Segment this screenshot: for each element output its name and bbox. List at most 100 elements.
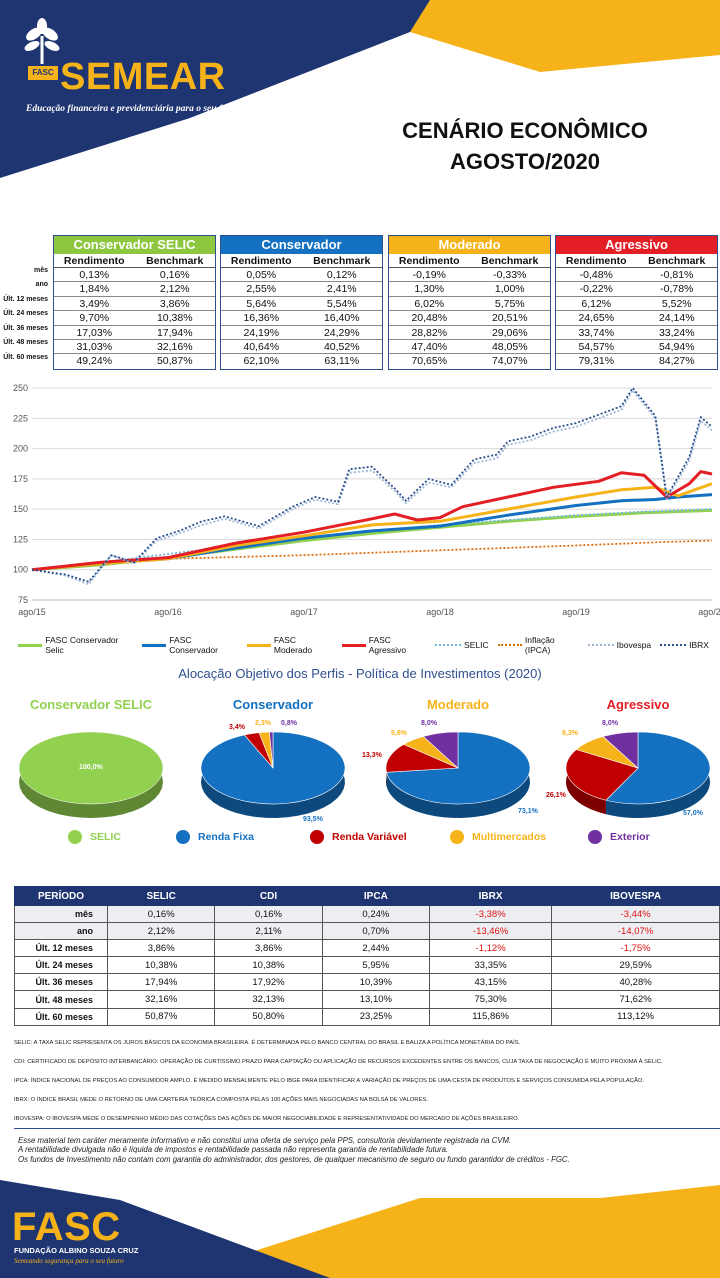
x-tick-label: ago/19 (562, 607, 590, 617)
profile-column-header: Benchmark (313, 255, 371, 267)
legend-swatch (435, 644, 462, 646)
profile-value: 17,03% (76, 326, 113, 339)
profile-table-row: 70,65% 74,07% (389, 354, 550, 368)
profile-table-row: 5,64% 5,54% (221, 297, 382, 312)
profile-value: 24,65% (578, 312, 615, 325)
disclaimer-line: Os fundos de Investimento não contam com… (18, 1154, 570, 1164)
table-cell: 71,62% (551, 990, 720, 1009)
pie-slice-label: 26,1% (546, 792, 566, 799)
profile-value: 54,94% (658, 340, 695, 353)
legend-item: Ibovespa (587, 640, 652, 650)
pie-legend-dot (450, 830, 464, 844)
profile-value: 54,57% (578, 340, 615, 353)
profile-value: 84,27% (658, 355, 695, 368)
table-cell: 10,38% (106, 956, 216, 975)
table-row-label: Últ. 24 meses (14, 956, 108, 975)
table-cell: 5,95% (321, 956, 431, 975)
glossary-note: SELIC: A taxa Selic representa os juros … (14, 1040, 521, 1046)
table-cell: 10,38% (214, 956, 323, 975)
pie-slice-label: 5,6% (391, 730, 407, 737)
pie-slice-label: 100,0% (79, 764, 103, 771)
profile-value: 0,13% (79, 269, 110, 281)
pie-legend-item: Renda Fixa (176, 830, 254, 844)
pie-legend-dot (176, 830, 190, 844)
table-cell: 17,94% (106, 973, 216, 992)
glossary-note: CDI: Certificado de Depósito Interbancár… (14, 1058, 663, 1065)
pie-legend-label: SELIC (90, 831, 121, 843)
profile-table-row: 54,57% 54,94% (556, 340, 717, 355)
profile-value: 40,52% (323, 340, 360, 353)
pie-slice-side (566, 749, 606, 815)
brand-tagline: Educação financeira e previdenciária par… (26, 104, 244, 114)
profile-table-row: 6,02% 5,75% (389, 297, 550, 312)
table-cell: 75,30% (429, 990, 553, 1009)
legend-item: SELIC (435, 640, 489, 650)
legend-swatch (497, 644, 522, 646)
profile-value: 2,41% (326, 283, 357, 296)
table-cell: 3,86% (106, 939, 216, 958)
legend-swatch (341, 643, 366, 647)
profile-column-header: Benchmark (481, 255, 539, 267)
profile-table-row: 24,19% 24,29% (221, 326, 382, 340)
pie-legend-item: Exterior (588, 830, 650, 844)
table-cell: 0,70% (321, 922, 431, 941)
legend-label: FASC Agressivo (368, 635, 407, 655)
profile-value: 47,40% (411, 340, 448, 353)
glossary-notes: SELIC: A taxa Selic representa os juros … (14, 1040, 714, 1135)
pie-legend-item: SELIC (68, 830, 121, 844)
y-tick-label: 100 (13, 565, 28, 575)
pie-slice-label: 73,1% (518, 808, 538, 815)
table-column-header: SELIC (106, 886, 216, 906)
profile-value: -0,81% (660, 269, 694, 281)
pie-slice-label: 8,0% (602, 720, 618, 727)
table-row: Últ. 36 meses 17,94% 17,92% 10,39% 43,15% 40,… (14, 973, 720, 992)
table-row-label: Últ. 36 meses (14, 973, 108, 992)
table-cell: 29,59% (551, 956, 720, 975)
pie-slice (565, 749, 639, 801)
glossary-note: IBRX: O índice Brasil mede o retorno de … (14, 1096, 428, 1103)
pie-chart (200, 731, 346, 818)
table-row-label: Últ. 60 meses (14, 1007, 108, 1026)
y-tick-label: 175 (13, 474, 28, 484)
profile-table-row: 0,05% 0,12% (221, 268, 382, 283)
table-cell: 113,12% (551, 1007, 720, 1026)
profile-value: 5,54% (326, 297, 357, 310)
profile-value: 1,00% (494, 283, 525, 296)
profile-value: 40,64% (243, 340, 280, 353)
legend-label: IBRX (689, 640, 709, 650)
profile-value: 1,30% (414, 283, 445, 296)
table-row: mês 0,16% 0,16% 0,24% -3,38% -3,44% (14, 904, 720, 924)
pie-legend-item: Renda Variável (310, 830, 407, 844)
pie-slice-label: 8,0% (421, 720, 437, 727)
legend-swatch (18, 643, 43, 647)
profile-column-header: Rendimento (230, 255, 292, 267)
profile-table-title: Moderado (389, 236, 550, 254)
profile-value: 10,38% (156, 312, 193, 325)
profile-table-row: 24,65% 24,14% (556, 311, 717, 326)
profile-value: 20,48% (411, 312, 448, 325)
profile-value: 9,70% (79, 312, 110, 325)
pie-slice-label: 13,3% (362, 752, 382, 759)
footer-brand: FASC (12, 1205, 121, 1249)
table-cell: 0,24% (321, 904, 431, 924)
pie-slice-label: 57,0% (683, 810, 703, 817)
profile-value: 28,82% (411, 326, 448, 339)
page-subtitle: AGOSTO/2020 (450, 149, 600, 174)
legend-label: Ibovespa (616, 640, 652, 650)
table-column-header: IPCA (321, 886, 431, 906)
pie-title: Moderado (426, 697, 490, 712)
series-line (31, 470, 713, 572)
profile-table-title: Agressivo (556, 236, 717, 254)
profile-table-row: 3,49% 3,86% (54, 297, 215, 312)
pie-chart (18, 731, 164, 818)
table-cell: 0,16% (214, 904, 323, 924)
disclaimer: Esse material tem caráter meramente info… (18, 1136, 718, 1164)
table-cell: 32,16% (106, 990, 216, 1009)
pie-legend-item: Multimercados (450, 830, 546, 844)
profile-value: 2,55% (246, 283, 277, 296)
profile-column-header: Rendimento (63, 255, 125, 267)
header-decor (0, 0, 720, 178)
legend-label: Inflação (IPCA) (524, 635, 555, 655)
profile-table-row: 0,13% 0,16% (54, 268, 215, 283)
pie-chart (385, 731, 531, 818)
